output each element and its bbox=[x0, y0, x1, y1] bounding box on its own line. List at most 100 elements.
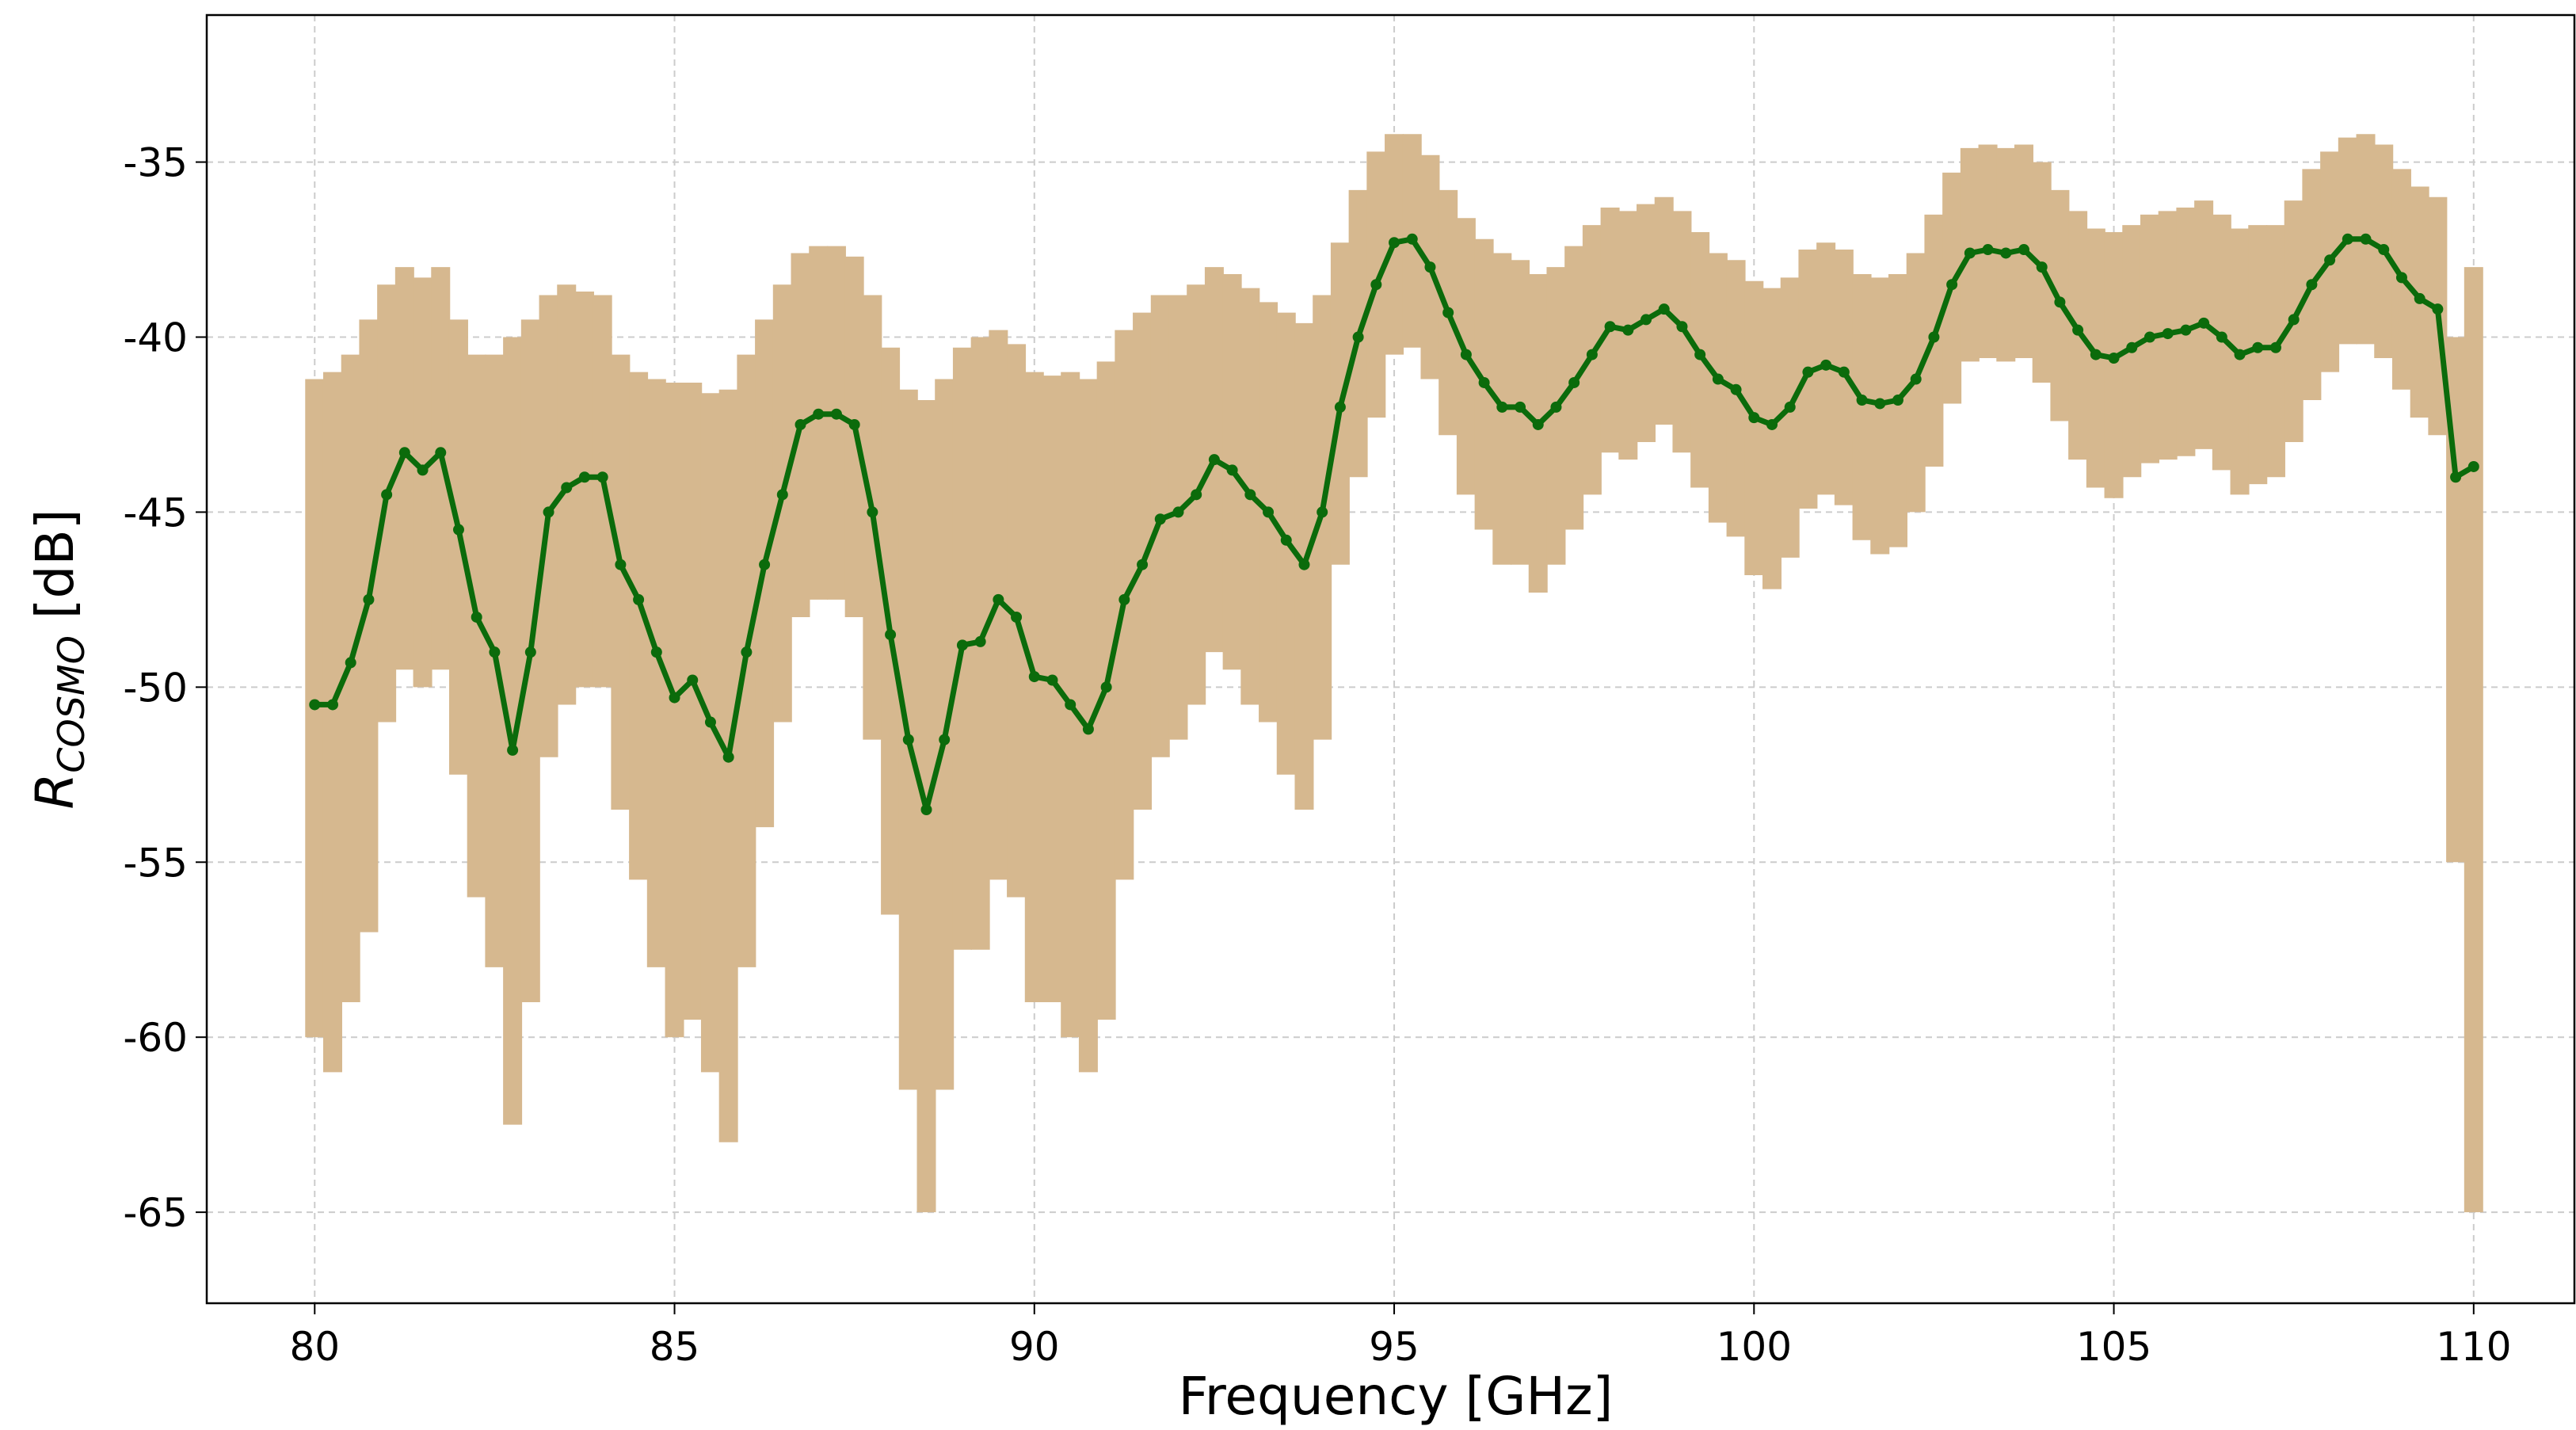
data-point bbox=[1640, 314, 1652, 326]
y-tick-label: -55 bbox=[123, 840, 188, 886]
x-axis-label: Frequency [GHz] bbox=[1179, 1366, 1614, 1427]
data-point bbox=[1946, 279, 1958, 291]
data-point bbox=[435, 447, 447, 459]
data-point bbox=[2467, 460, 2479, 472]
data-point bbox=[1496, 401, 1508, 413]
data-point bbox=[326, 699, 338, 711]
data-point bbox=[1766, 418, 1778, 430]
data-point bbox=[309, 699, 321, 711]
y-tick-label: -65 bbox=[123, 1190, 188, 1236]
y-tick-label: -45 bbox=[123, 490, 188, 536]
data-point bbox=[615, 559, 627, 570]
data-point bbox=[2288, 314, 2300, 326]
data-point bbox=[1586, 349, 1598, 360]
x-tick-label: 95 bbox=[1369, 1324, 1419, 1370]
data-point bbox=[2108, 353, 2120, 364]
data-point bbox=[2324, 254, 2336, 266]
data-point bbox=[1442, 307, 1454, 318]
data-point bbox=[1802, 366, 1814, 378]
data-point bbox=[633, 593, 645, 605]
data-point bbox=[1874, 398, 1886, 410]
data-point bbox=[1712, 373, 1724, 385]
data-point bbox=[1406, 233, 1418, 245]
data-point bbox=[1046, 674, 1058, 686]
data-point bbox=[2090, 349, 2102, 360]
data-point bbox=[1694, 349, 1706, 360]
data-point bbox=[1298, 559, 1310, 570]
data-point bbox=[830, 408, 842, 420]
data-point bbox=[1532, 418, 1544, 430]
data-point bbox=[687, 674, 699, 686]
data-point bbox=[2306, 279, 2318, 291]
x-tick-label: 80 bbox=[289, 1324, 340, 1370]
data-point bbox=[2450, 471, 2462, 483]
data-point bbox=[1910, 373, 1922, 385]
data-point bbox=[2180, 324, 2192, 336]
data-point bbox=[722, 751, 734, 763]
data-point bbox=[1154, 513, 1166, 525]
data-point bbox=[524, 646, 536, 658]
data-point bbox=[1892, 395, 1903, 406]
data-point bbox=[2143, 331, 2155, 343]
y-tick-label: -60 bbox=[123, 1015, 188, 1061]
data-point bbox=[2162, 328, 2174, 340]
data-point bbox=[417, 464, 429, 476]
y-tick-label: -40 bbox=[123, 315, 188, 361]
y-axis-label: RCOSMO [dB] bbox=[25, 509, 93, 810]
data-point bbox=[902, 734, 914, 746]
data-point bbox=[776, 489, 788, 501]
data-point bbox=[704, 716, 716, 728]
data-point bbox=[1424, 261, 1436, 273]
data-point bbox=[741, 646, 753, 658]
data-point bbox=[759, 559, 771, 570]
data-point bbox=[939, 734, 951, 746]
data-point bbox=[1658, 303, 1670, 315]
data-point bbox=[1838, 366, 1850, 378]
data-point bbox=[363, 593, 375, 605]
data-point bbox=[2414, 292, 2425, 304]
data-point bbox=[1389, 237, 1400, 249]
y-label-suffix: [dB] bbox=[25, 509, 86, 636]
data-point bbox=[974, 635, 986, 647]
data-point bbox=[1208, 454, 1220, 466]
data-point bbox=[1856, 395, 1868, 406]
data-point bbox=[2198, 317, 2210, 329]
data-point bbox=[1317, 506, 1328, 518]
data-point bbox=[471, 611, 482, 623]
data-point bbox=[1118, 593, 1130, 605]
data-point bbox=[2054, 296, 2066, 308]
data-point bbox=[1226, 464, 1238, 476]
data-point bbox=[1478, 376, 1490, 388]
data-point bbox=[956, 639, 968, 651]
data-point bbox=[1334, 401, 1346, 413]
data-point bbox=[1352, 331, 1364, 343]
data-point bbox=[578, 471, 590, 483]
data-point bbox=[1172, 506, 1184, 518]
data-points bbox=[309, 233, 2479, 815]
data-point bbox=[1748, 412, 1760, 424]
data-point bbox=[1082, 723, 1094, 735]
data-point bbox=[1676, 321, 1688, 333]
data-point bbox=[2378, 244, 2390, 256]
data-point bbox=[669, 692, 680, 704]
data-point bbox=[2395, 272, 2407, 284]
data-point bbox=[1191, 489, 1202, 501]
data-point bbox=[2342, 233, 2353, 245]
y-tick-label: -35 bbox=[123, 140, 188, 186]
data-point bbox=[2036, 261, 2048, 273]
y-label-main: R bbox=[25, 773, 86, 810]
data-point bbox=[1244, 489, 1256, 501]
data-point bbox=[1982, 244, 1994, 256]
data-point bbox=[993, 593, 1004, 605]
x-tick-label: 90 bbox=[1009, 1324, 1060, 1370]
data-point bbox=[813, 408, 825, 420]
data-point bbox=[381, 489, 393, 501]
data-point bbox=[561, 482, 573, 494]
data-point bbox=[2126, 341, 2138, 353]
x-tick-label: 85 bbox=[650, 1324, 700, 1370]
data-point bbox=[1604, 321, 1616, 333]
plot-frame bbox=[205, 13, 2576, 1305]
data-point bbox=[507, 744, 519, 756]
data-point bbox=[1370, 279, 1382, 291]
